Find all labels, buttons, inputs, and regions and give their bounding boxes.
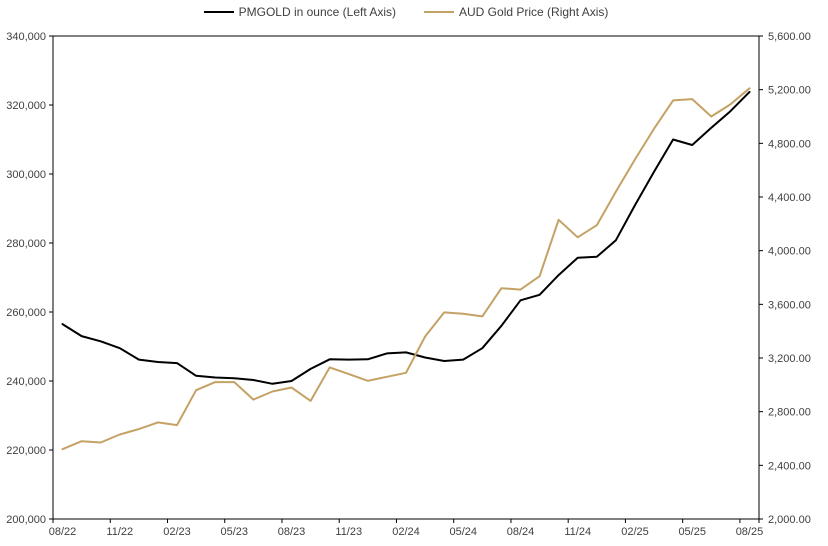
right-axis-label: 4,800.00 (768, 138, 811, 150)
x-axis-label: 05/25 (678, 526, 706, 538)
x-axis-label: 02/25 (621, 526, 649, 538)
legend-item-aud: AUD Gold Price (Right Axis) (424, 5, 608, 19)
chart-legend: PMGOLD in ounce (Left Axis) AUD Gold Pri… (53, 5, 759, 19)
legend-line-swatch-pmgold (203, 11, 234, 13)
x-axis-label: 08/22 (49, 526, 77, 538)
right-axis-label: 4,000.00 (768, 246, 811, 258)
plot-border (52, 35, 760, 520)
x-axis-label: 11/22 (106, 526, 133, 538)
left-axis-label: 220,000 (6, 445, 46, 457)
legend-line-swatch-aud (424, 11, 455, 13)
left-axis-label: 200,000 (6, 514, 46, 526)
right-axis-label: 5,600.00 (768, 31, 811, 43)
x-axis-label: 02/24 (392, 526, 420, 538)
right-axis-label: 3,600.00 (768, 299, 811, 311)
x-axis-label: 02/23 (163, 526, 191, 538)
left-axis-label: 280,000 (6, 238, 46, 250)
right-axis-label: 2,400.00 (768, 460, 811, 472)
x-axis-label: 08/25 (736, 526, 764, 538)
series-line-aud (61, 87, 751, 451)
left-axis-label: 340,000 (6, 31, 46, 43)
right-axis-label: 2,000.00 (768, 514, 811, 526)
series-line-pmgold (61, 90, 751, 385)
left-axis-label: 300,000 (6, 169, 46, 181)
x-axis-label: 08/23 (278, 526, 306, 538)
legend-label-pmgold: PMGOLD in ounce (Left Axis) (238, 5, 397, 19)
right-axis-label: 4,400.00 (768, 192, 811, 204)
left-axis-label: 240,000 (6, 376, 46, 388)
right-axis-label: 3,200.00 (768, 353, 811, 365)
x-axis-label: 05/24 (449, 526, 477, 538)
left-axis-label: 260,000 (6, 307, 46, 319)
legend-label-aud: AUD Gold Price (Right Axis) (459, 5, 609, 19)
right-axis-label: 2,800.00 (768, 407, 811, 419)
right-axis-label: 5,200.00 (768, 85, 811, 97)
left-axis-label: 320,000 (6, 100, 46, 112)
x-axis-label: 08/24 (507, 526, 535, 538)
x-axis-label: 05/23 (221, 526, 249, 538)
legend-item-pmgold: PMGOLD in ounce (Left Axis) (203, 5, 397, 19)
x-axis-label: 11/23 (335, 526, 362, 538)
x-axis-label: 11/24 (564, 526, 591, 538)
